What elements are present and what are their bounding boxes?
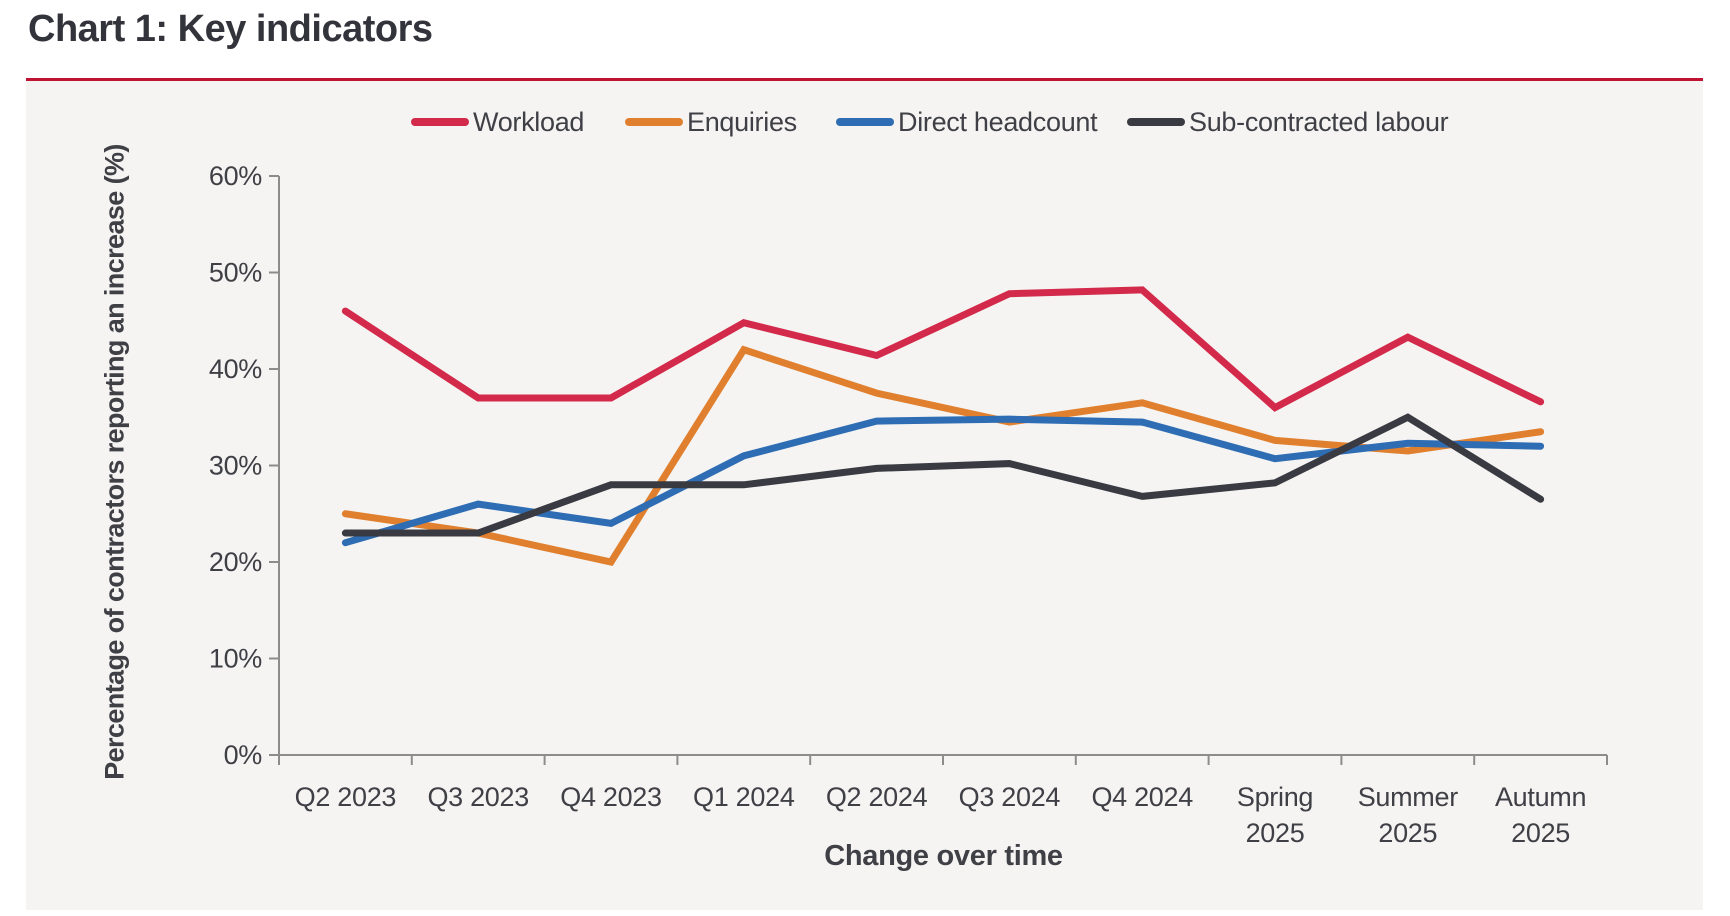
x-category-label: Q2 2023	[295, 782, 396, 812]
legend-label-workload: Workload	[473, 106, 585, 137]
y-tick-label: 0%	[224, 740, 263, 770]
x-category-label: Q4 2023	[560, 782, 661, 812]
legend-item-subcontracted-labour: Sub-contracted labour	[1127, 106, 1449, 137]
chart-legend: Workload Enquiries Direct headcount Sub-…	[0, 106, 1730, 137]
y-tick-label: 60%	[209, 161, 262, 191]
y-tick-label: 20%	[209, 547, 262, 577]
y-tick-label: 50%	[209, 258, 262, 288]
legend-swatch-workload	[411, 118, 469, 126]
series-line-enquiries	[341, 345, 1545, 566]
x-category-label: Summer 2025	[1358, 782, 1459, 848]
legend-label-subcontracted-labour: Sub-contracted labour	[1189, 106, 1449, 137]
legend-swatch-direct-headcount	[836, 118, 894, 126]
chart-card	[26, 81, 1703, 910]
series-line-sub-contracted-labour	[341, 413, 1545, 537]
legend-item-workload: Workload	[411, 106, 585, 137]
series-line-workload	[341, 286, 1545, 412]
y-tick-label: 40%	[209, 354, 262, 384]
legend-label-enquiries: Enquiries	[687, 106, 797, 137]
legend-item-enquiries: Enquiries	[625, 106, 797, 137]
x-category-label: Q1 2024	[693, 782, 795, 812]
x-axis-title: Change over time	[824, 840, 1063, 872]
title-rule-divider	[26, 78, 1703, 81]
x-category-label: Q2 2024	[826, 782, 928, 812]
legend-swatch-enquiries	[625, 118, 683, 126]
legend-swatch-subcontracted-labour	[1127, 118, 1185, 126]
x-category-label: Spring 2025	[1237, 782, 1313, 848]
x-category-label: Q4 2024	[1091, 782, 1193, 812]
legend-label-direct-headcount: Direct headcount	[898, 106, 1098, 137]
legend-item-direct-headcount: Direct headcount	[836, 106, 1098, 137]
y-tick-label: 30%	[209, 451, 262, 481]
page-title: Chart 1: Key indicators	[28, 8, 433, 50]
x-category-label: Q3 2024	[959, 782, 1061, 812]
x-category-label: Q3 2023	[427, 782, 528, 812]
y-tick-label: 10%	[209, 644, 262, 674]
x-category-label: Autumn 2025	[1495, 782, 1586, 848]
